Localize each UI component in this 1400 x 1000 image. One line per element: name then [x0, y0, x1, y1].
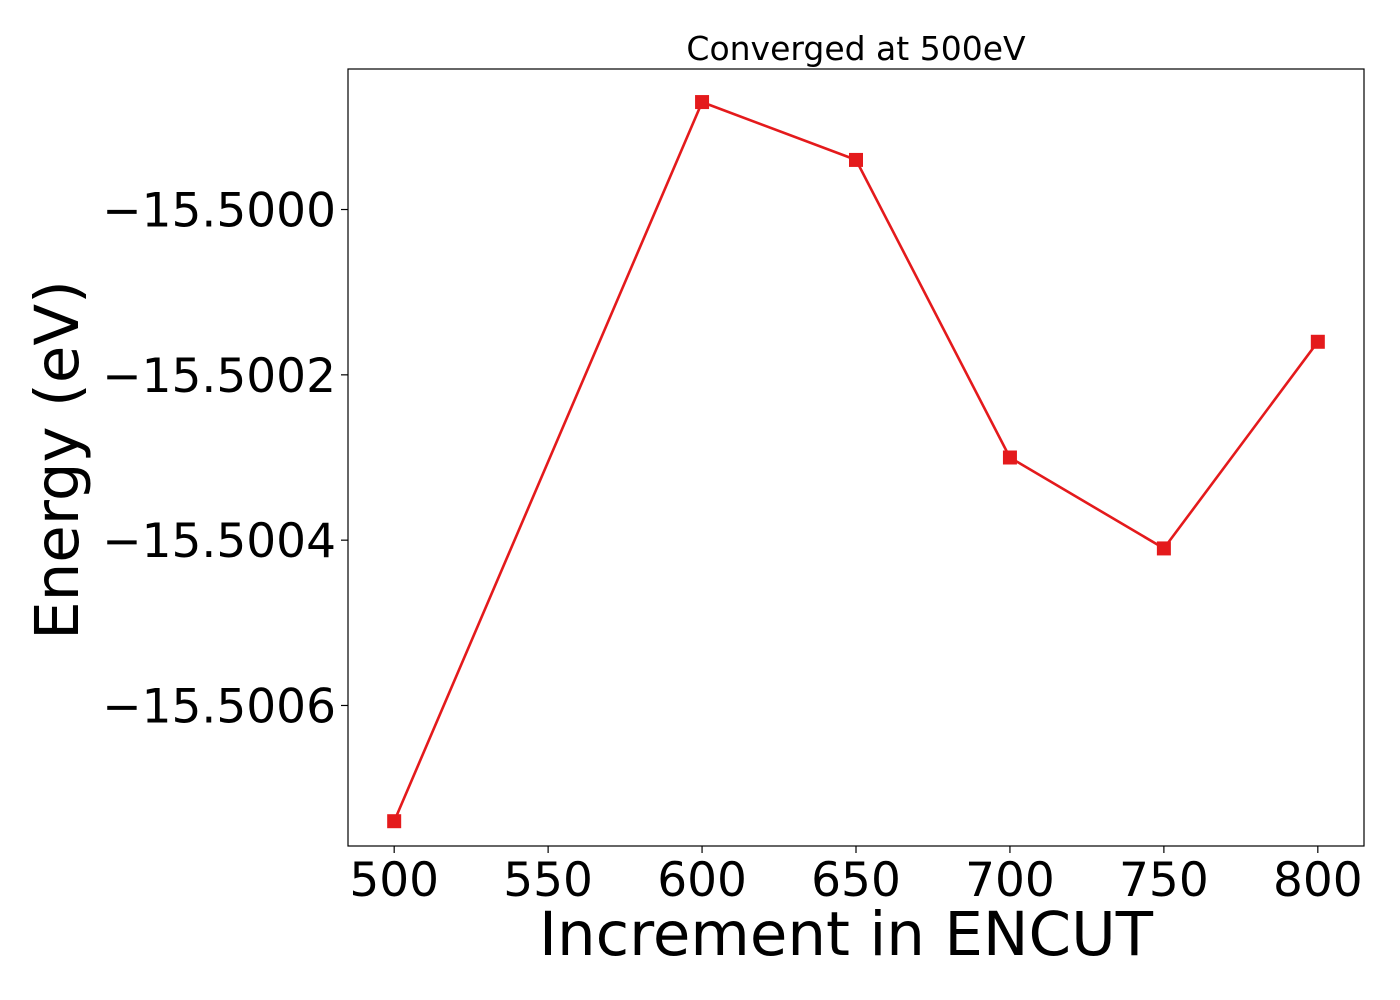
series-line: [393, 100, 1319, 822]
x-axis-ticks: 500 550 600 650 700 750 800: [349, 846, 1363, 908]
x-tick-label: 550: [503, 853, 593, 908]
x-axis-label: Increment in ENCUT: [539, 899, 1154, 970]
data-point-marker: [1156, 541, 1171, 556]
x-tick-label: 650: [811, 853, 901, 908]
data-point-marker: [1002, 450, 1017, 465]
data-point-marker: [387, 814, 402, 829]
y-axis-ticks: −15.5000 −15.5002 −15.5004 −15.5006: [102, 184, 348, 734]
x-tick-label: 700: [965, 853, 1055, 908]
data-point-marker: [1310, 334, 1325, 349]
y-tick-label: −15.5002: [102, 349, 336, 404]
y-tick-label: −15.5000: [102, 184, 336, 239]
x-tick-label: 750: [1119, 853, 1209, 908]
y-tick-label: −15.5004: [102, 514, 336, 569]
data-point-marker: [695, 95, 710, 110]
plot-area-frame: [347, 68, 1365, 847]
x-tick-label: 800: [1273, 853, 1363, 908]
x-tick-label: 600: [657, 853, 747, 908]
x-tick-label: 500: [349, 853, 439, 908]
y-tick-label: −15.5006: [102, 679, 336, 734]
series-layer: [387, 95, 1325, 829]
chart-title: Converged at 500eV: [686, 29, 1026, 68]
y-axis-label: Energy (eV): [22, 280, 93, 640]
data-point-marker: [849, 152, 863, 167]
